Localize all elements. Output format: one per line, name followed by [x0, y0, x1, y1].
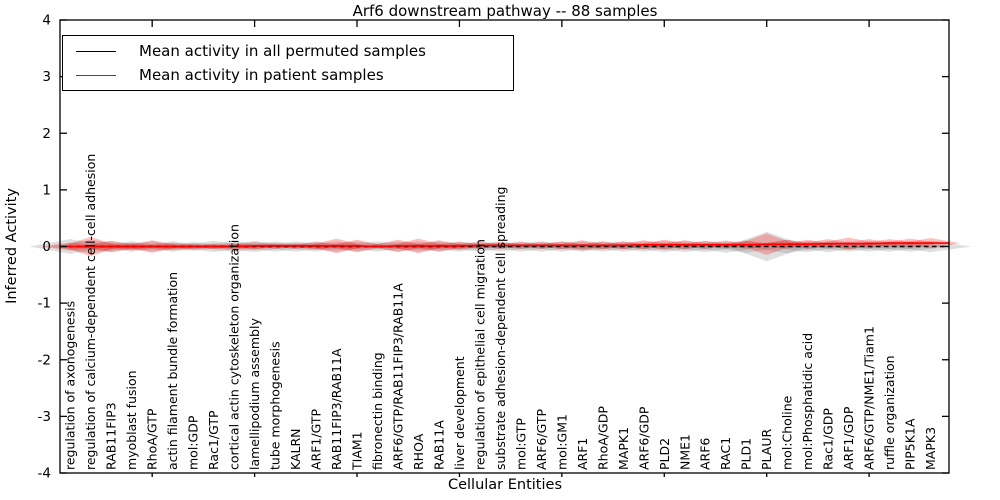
x-category-label: ARF6/GTP/NME1/Tiam1 [862, 326, 877, 470]
legend-label-patient: Mean activity in patient samples [139, 66, 384, 84]
permuted-spread-violin [479, 241, 562, 252]
x-category-label: regulation of calcium-dependent cell-cel… [83, 154, 98, 470]
y-tick-label: 1 [42, 182, 51, 198]
y-tick-label: 3 [42, 69, 51, 85]
x-category-label: NME1 [677, 434, 692, 470]
legend-label-permuted: Mean activity in all permuted samples [139, 42, 426, 60]
x-category-label: mol:GDP [186, 415, 201, 470]
x-category-label: RAB11FIP3/RAB11A [329, 348, 344, 470]
x-category-label: liver development [452, 356, 467, 470]
x-category-label: mol:GTP [513, 418, 528, 470]
x-category-label: mol:Choline [780, 395, 795, 470]
x-category-label: RHOA [411, 433, 426, 470]
x-category-label: cortical actin cytoskeleton organization [227, 224, 242, 470]
x-category-label: PLD1 [739, 438, 754, 470]
x-category-label: Rac1/GDP [821, 408, 836, 470]
x-category-label: mol:GM1 [554, 414, 569, 470]
x-category-label: tube morphogenesis [268, 341, 283, 470]
x-category-label: actin filament bundle formation [165, 272, 180, 470]
legend: Mean activity in all permuted samples Me… [62, 35, 514, 91]
permuted-spread-violin [664, 240, 747, 253]
legend-line-permuted-icon [76, 50, 116, 52]
x-category-label: fibronectin binding [370, 352, 385, 470]
legend-line-patient-icon [76, 74, 116, 76]
x-category-label: TIAM1 [350, 431, 365, 471]
patient-mean-line [60, 242, 949, 248]
x-category-label: ruffle organization [882, 355, 897, 470]
y-tick-label: -4 [38, 466, 51, 482]
permuted-spread-violin [561, 241, 644, 252]
x-category-label: MAPK1 [616, 427, 631, 470]
x-category-label: RAB11FIP3 [104, 402, 119, 470]
y-tick-label: 2 [42, 126, 51, 142]
x-category-label: ARF1/GDP [841, 406, 856, 470]
x-category-label: ARF6/GTP/RAB11FIP3/RAB11A [390, 283, 405, 470]
x-axis-label: Cellular Entities [447, 477, 563, 493]
x-category-label: PIP5K1A [903, 418, 918, 470]
x-category-label: ARF6/GDP [636, 406, 651, 470]
permuted-spread-violin [602, 241, 685, 252]
y-tick-label: 4 [42, 13, 51, 29]
y-tick-label: -1 [38, 296, 51, 312]
x-category-label: ARF6/GTP [534, 409, 549, 470]
x-category-label: RAC1 [718, 437, 733, 470]
permuted-spread-violin [746, 239, 829, 254]
x-category-label: ARF1/GTP [309, 409, 324, 470]
x-category-label: myoblast fusion [124, 370, 139, 470]
x-category-label: RhoA/GDP [595, 406, 610, 470]
x-category-label: PLD2 [657, 438, 672, 470]
legend-item-permuted: Mean activity in all permuted samples [63, 42, 513, 60]
x-category-label: MAPK3 [923, 427, 938, 470]
x-category-label: RhoA/GTP [145, 408, 160, 470]
y-tick-label: -2 [38, 352, 51, 368]
chart-title: Arf6 downstream pathway -- 88 samples [352, 2, 658, 20]
y-tick-label: -3 [38, 409, 51, 425]
x-category-label: ARF1 [575, 438, 590, 470]
x-category-label: ARF6 [698, 438, 713, 470]
x-category-label: regulation of epithelial cell migration [472, 239, 487, 470]
permuted-spread-violin [520, 241, 603, 252]
x-category-label: Rac1/GTP [206, 410, 221, 470]
x-category-label: lamellipodium assembly [247, 318, 262, 470]
x-category-label: substrate adhesion-dependent cell spread… [493, 187, 508, 470]
x-category-label: RAB11A [431, 420, 446, 470]
y-tick-label: 0 [42, 239, 51, 255]
permuted-spread-violin [705, 240, 788, 253]
x-category-label: mol:Phosphatidic acid [800, 333, 815, 470]
x-category-label: KALRN [288, 428, 303, 470]
x-category-label: regulation of axonogenesis [63, 301, 78, 470]
legend-item-patient: Mean activity in patient samples [63, 66, 513, 84]
x-category-label: PLAUR [759, 429, 774, 470]
